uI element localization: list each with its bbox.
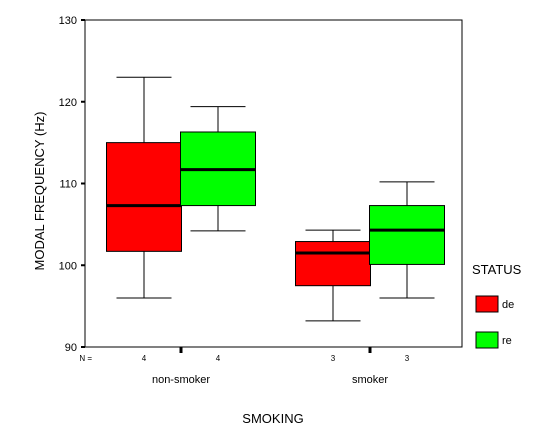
legend-swatch-re <box>475 331 499 349</box>
box-de-0 <box>106 76 182 299</box>
y-axis-ticks: 130 120 110 100 90 <box>59 15 85 354</box>
legend-label-re: re <box>502 335 512 347</box>
y-tick-label: 130 <box>59 15 77 27</box>
sample-size-row: N = 4 3 4 3 <box>79 354 409 363</box>
legend-title: STATUS <box>472 262 522 277</box>
boxes-group <box>106 76 445 322</box>
legend-label-de: de <box>502 299 514 311</box>
x-axis-categories: non-smoker smoker <box>152 347 388 386</box>
box-re-0 <box>180 106 256 232</box>
x-axis-title: SMOKING <box>242 411 303 426</box>
y-axis-title: MODAL FREQUENCY (Hz) <box>32 112 47 271</box>
box-re-1 <box>369 181 445 299</box>
n-count-label: 4 <box>216 354 221 363</box>
n-count-label: 3 <box>405 354 410 363</box>
box-de-1 <box>295 229 371 322</box>
n-count-label: 3 <box>331 354 336 363</box>
iqr-box <box>106 142 182 252</box>
y-tick-label: 100 <box>59 260 77 272</box>
legend: STATUS de re <box>472 262 522 349</box>
iqr-box <box>295 241 371 287</box>
x-category-label: non-smoker <box>152 374 210 386</box>
legend-swatch-de <box>475 295 499 313</box>
n-count-label: 4 <box>142 354 147 363</box>
n-prefix-label: N = <box>79 354 92 363</box>
y-tick-label: 120 <box>59 97 77 109</box>
y-tick-label: 90 <box>65 342 77 354</box>
y-tick-label: 110 <box>59 179 77 191</box>
x-category-label: smoker <box>352 374 388 386</box>
iqr-box <box>369 205 445 265</box>
